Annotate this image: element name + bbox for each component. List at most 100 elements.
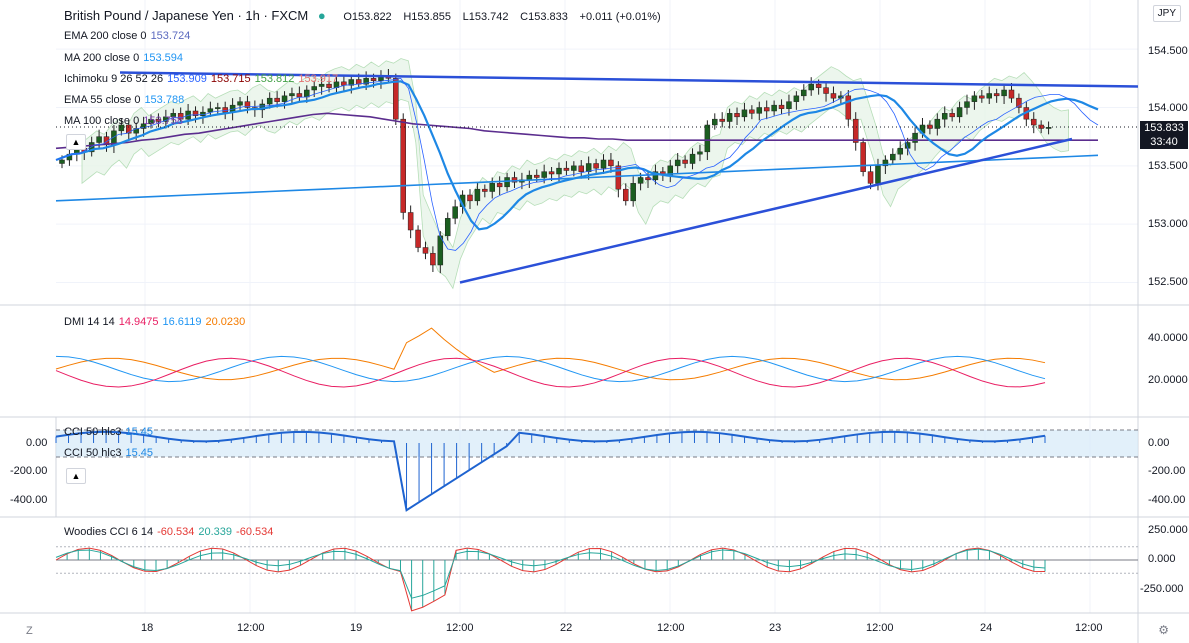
woodies-tick: -250.000 <box>1140 583 1184 595</box>
candle-body <box>363 78 369 85</box>
price-tick: 154.000 <box>1148 102 1188 114</box>
candle-body <box>266 97 273 105</box>
candle-body <box>674 159 681 167</box>
candle-body <box>645 177 651 181</box>
candle-body <box>941 113 948 120</box>
candle-body <box>133 128 139 134</box>
gear-icon[interactable]: ⚙ <box>1158 623 1169 637</box>
candle-body <box>652 171 659 181</box>
candle-body <box>444 218 451 237</box>
price-tick: 153.500 <box>1148 160 1188 172</box>
woodies-tick: 250.000 <box>1148 524 1188 536</box>
candle-body <box>600 159 607 169</box>
time-tick: 12:00 <box>237 622 265 634</box>
candle-body <box>126 124 132 134</box>
candle-body <box>637 177 644 184</box>
candle-body <box>697 151 703 155</box>
grid-lines <box>56 0 1138 613</box>
candle-body <box>177 113 184 120</box>
cci-band <box>56 430 1138 457</box>
symbol-title[interactable]: British Pound / Japanese Yen · 1h · FXCM <box>64 8 309 23</box>
candle-body <box>526 174 533 181</box>
ichimoku-tenkan-line <box>55 77 1099 251</box>
cci-label-2: CCI 50 hlc3 <box>64 447 122 459</box>
indicator-ma200[interactable]: MA 200 close 0 153.594 <box>64 52 187 64</box>
candle-body <box>815 83 822 88</box>
candle-body <box>259 103 266 111</box>
trendlines[interactable] <box>56 71 1139 284</box>
indicator-ma100[interactable]: MA 100 close 0 153.758 <box>64 115 187 127</box>
ohlc-change: +0.011 (+0.01%) <box>579 11 661 23</box>
candle-body <box>608 159 614 167</box>
woodies-legend[interactable]: Woodies CCI 6 14 -60.534 20.339 -60.534 <box>64 526 277 538</box>
chart-header: British Pound / Japanese Yen · 1h · FXCM… <box>64 8 661 23</box>
ichimoku-v4: 153.917 <box>298 73 339 85</box>
candle-body <box>1038 124 1044 129</box>
indicator-ichimoku[interactable]: Ichimoku 9 26 52 26 153.909 153.715 153.812… <box>64 73 342 85</box>
indicator-ema200[interactable]: EMA 200 close 0 153.724 <box>64 30 194 42</box>
cci-left-tick: 0.00 <box>26 437 48 449</box>
woodies-tick: 0.000 <box>1148 553 1176 565</box>
woodies-label: Woodies CCI 6 14 <box>64 526 154 538</box>
price-tick: 154.500 <box>1148 45 1188 57</box>
woodies-v3: -60.534 <box>236 526 274 538</box>
candle-body <box>222 107 228 113</box>
indicator-ema55[interactable]: EMA 55 close 0 153.788 <box>64 94 188 106</box>
candle-body <box>704 124 711 153</box>
price-tick: 152.500 <box>1148 276 1188 288</box>
candle-body <box>615 165 622 190</box>
cci-value-1: 15.45 <box>125 426 154 438</box>
candle-body <box>1016 97 1022 108</box>
woodies-pane <box>55 546 1138 612</box>
ohlc-high: H153.855 <box>403 11 452 23</box>
candle-body <box>1008 89 1015 99</box>
time-tick: 12:00 <box>866 622 894 634</box>
ma100-label: MA 100 close 0 <box>64 115 140 127</box>
candle-body <box>979 95 985 99</box>
ema200-label: EMA 200 close 0 <box>64 30 147 42</box>
candle-body <box>430 253 436 266</box>
currency-button[interactable]: JPY <box>1152 5 1181 22</box>
cci-legend-2[interactable]: CCI 50 hlc3 15.45 <box>64 447 157 459</box>
candle-body <box>289 93 295 97</box>
candle-body <box>400 118 406 213</box>
candle-body <box>215 107 221 109</box>
candle-body <box>867 171 874 184</box>
candle-body <box>467 194 473 202</box>
cci-left-tick: -400.00 <box>10 494 48 506</box>
indicator-lines <box>55 77 1099 251</box>
candle-body <box>689 153 696 164</box>
dmi-pane <box>55 327 1046 388</box>
candle-body <box>756 107 763 114</box>
dmi-adx-line <box>55 327 1046 381</box>
time-tick: 19 <box>350 622 363 634</box>
cci-legend-1[interactable]: CCI 50 hlc3 15.45 <box>64 426 157 438</box>
time-tick: 23 <box>769 622 782 634</box>
candle-body <box>793 95 800 102</box>
candle-body <box>763 107 770 112</box>
collapse-legend-button[interactable]: ▲ <box>66 134 86 150</box>
dmi-legend[interactable]: DMI 14 14 14.9475 16.6119 20.0230 <box>64 316 249 328</box>
candle-body <box>571 165 577 171</box>
candle-body <box>845 95 852 120</box>
zoom-reset-button[interactable]: Z <box>26 625 33 637</box>
ema55-line <box>55 80 1099 231</box>
time-tick: 24 <box>980 622 993 634</box>
candle-body <box>192 110 199 116</box>
dmi-v3: 20.0230 <box>205 316 246 328</box>
candle-body <box>348 79 355 86</box>
ma200-label: MA 200 close 0 <box>64 52 140 64</box>
dmi-tick: 40.0000 <box>1148 332 1188 344</box>
candle-body <box>556 167 562 175</box>
candle-body <box>548 171 555 175</box>
time-tick: 18 <box>141 622 154 634</box>
countdown-tag: 33:40 <box>1140 135 1188 149</box>
candle-body <box>1001 89 1007 97</box>
candle-body <box>912 132 918 143</box>
collapse-cci-button[interactable]: ▲ <box>66 468 86 484</box>
candle-body <box>734 113 740 118</box>
candle-body <box>971 95 978 102</box>
dmi-tick: 20.0000 <box>1148 374 1188 386</box>
candle-body <box>986 93 992 99</box>
